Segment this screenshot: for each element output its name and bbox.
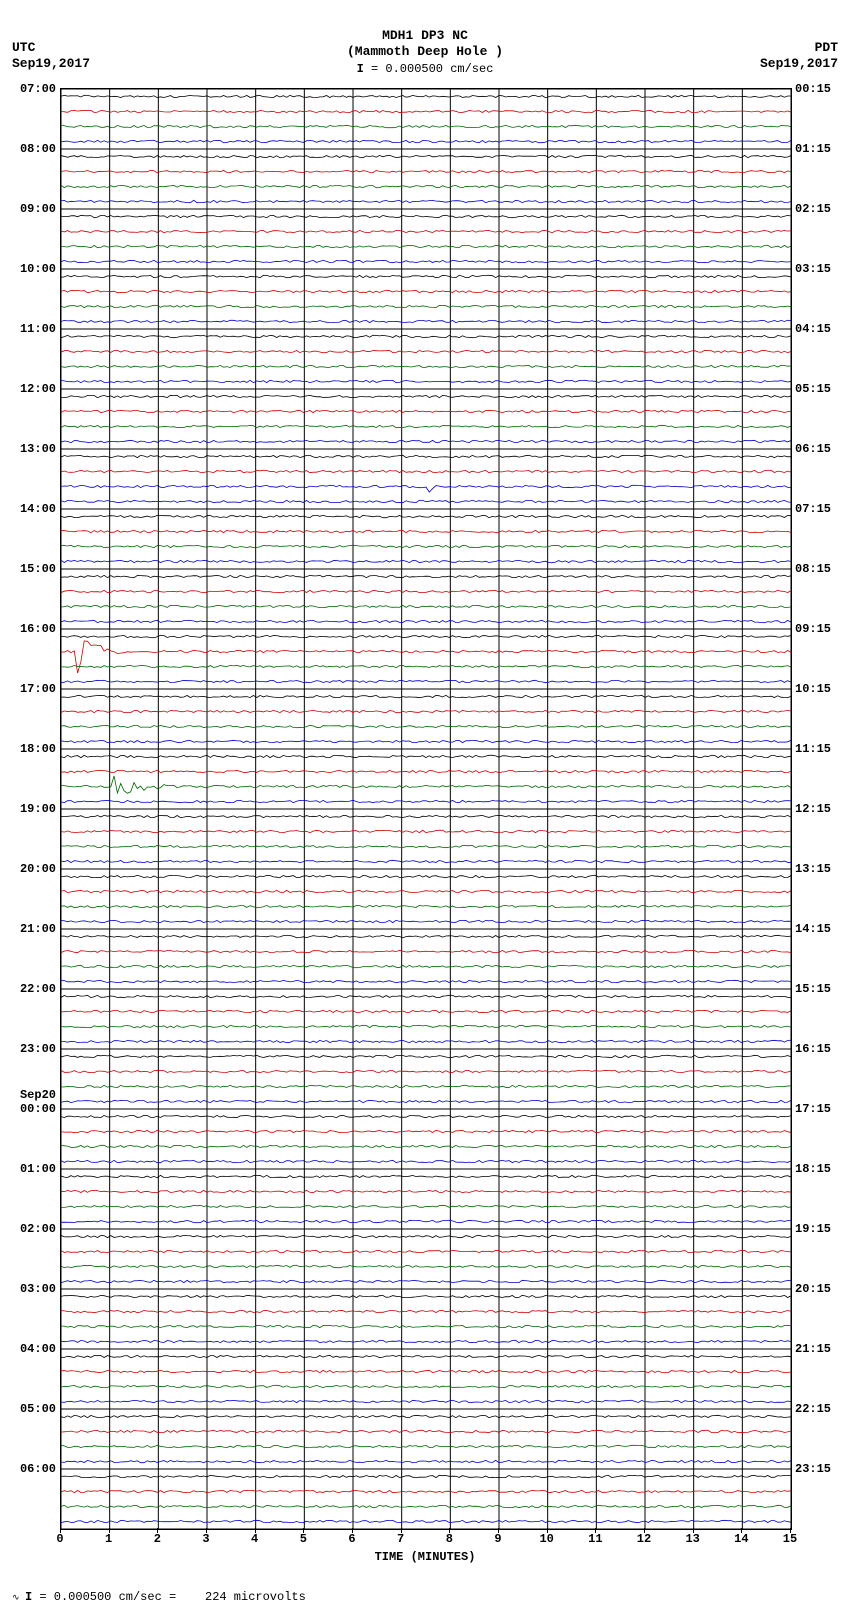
utc-hour-label: 05:00 — [6, 1402, 56, 1416]
minute-tick-label: 13 — [678, 1532, 708, 1546]
minute-tick-label: 3 — [191, 1532, 221, 1546]
minute-tick-label: 15 — [775, 1532, 805, 1546]
pdt-hour-label: 15:15 — [795, 982, 845, 996]
pdt-hour-label: 18:15 — [795, 1162, 845, 1176]
scale-bottom-label: ∿ I = 0.000500 cm/sec = 224 microvolts — [12, 1590, 306, 1604]
day-break-label: Sep20 — [6, 1088, 56, 1102]
minute-tick-label: 14 — [726, 1532, 756, 1546]
pdt-hour-label: 07:15 — [795, 502, 845, 516]
utc-hour-label: 19:00 — [6, 802, 56, 816]
pdt-hour-label: 19:15 — [795, 1222, 845, 1236]
pdt-hour-label: 12:15 — [795, 802, 845, 816]
utc-hour-label: 13:00 — [6, 442, 56, 456]
minute-tick-label: 7 — [386, 1532, 416, 1546]
utc-hour-label: 08:00 — [6, 142, 56, 156]
minute-tick — [109, 1528, 110, 1533]
timezone-right: PDT — [815, 40, 838, 55]
utc-hour-label: 23:00 — [6, 1042, 56, 1056]
minute-tick-label: 1 — [94, 1532, 124, 1546]
utc-hour-label: 07:00 — [6, 82, 56, 96]
pdt-hour-label: 03:15 — [795, 262, 845, 276]
seismogram-helicorder: MDH1 DP3 NC (Mammoth Deep Hole ) I = 0.0… — [0, 0, 850, 1613]
minute-tick — [401, 1528, 402, 1533]
station-subtitle: (Mammoth Deep Hole ) — [0, 44, 850, 59]
date-left: Sep19,2017 — [12, 56, 90, 71]
minute-tick — [303, 1528, 304, 1533]
pdt-hour-label: 09:15 — [795, 622, 845, 636]
minute-tick-label: 12 — [629, 1532, 659, 1546]
minute-tick-label: 8 — [434, 1532, 464, 1546]
utc-hour-label: 21:00 — [6, 922, 56, 936]
minute-tick — [157, 1528, 158, 1533]
pdt-hour-label: 05:15 — [795, 382, 845, 396]
minute-tick — [498, 1528, 499, 1533]
utc-hour-label: 12:00 — [6, 382, 56, 396]
utc-hour-label: 04:00 — [6, 1342, 56, 1356]
station-title: MDH1 DP3 NC — [0, 28, 850, 43]
utc-hour-label: 10:00 — [6, 262, 56, 276]
utc-hour-label: 22:00 — [6, 982, 56, 996]
pdt-hour-label: 06:15 — [795, 442, 845, 456]
minute-tick-label: 6 — [337, 1532, 367, 1546]
minute-tick — [206, 1528, 207, 1533]
utc-hour-label: 16:00 — [6, 622, 56, 636]
utc-hour-label: 03:00 — [6, 1282, 56, 1296]
utc-hour-label: 11:00 — [6, 322, 56, 336]
utc-hour-label: 01:00 — [6, 1162, 56, 1176]
utc-hour-label: 18:00 — [6, 742, 56, 756]
pdt-hour-label: 16:15 — [795, 1042, 845, 1056]
date-right: Sep19,2017 — [760, 56, 838, 71]
utc-hour-label: 02:00 — [6, 1222, 56, 1236]
pdt-hour-label: 11:15 — [795, 742, 845, 756]
minute-tick-label: 11 — [580, 1532, 610, 1546]
minute-tick-label: 10 — [532, 1532, 562, 1546]
pdt-hour-label: 08:15 — [795, 562, 845, 576]
pdt-hour-label: 10:15 — [795, 682, 845, 696]
pdt-hour-label: 01:15 — [795, 142, 845, 156]
pdt-hour-label: 14:15 — [795, 922, 845, 936]
utc-hour-label: 15:00 — [6, 562, 56, 576]
utc-hour-label: 17:00 — [6, 682, 56, 696]
x-axis-title: TIME (MINUTES) — [0, 1550, 850, 1564]
minute-tick-label: 5 — [288, 1532, 318, 1546]
minute-tick — [741, 1528, 742, 1533]
minute-tick-label: 0 — [45, 1532, 75, 1546]
timezone-left: UTC — [12, 40, 35, 55]
pdt-hour-label: 21:15 — [795, 1342, 845, 1356]
minute-tick — [255, 1528, 256, 1533]
minute-tick-label: 2 — [142, 1532, 172, 1546]
utc-hour-label: 00:00 — [6, 1102, 56, 1116]
minute-tick — [352, 1528, 353, 1533]
minute-tick — [790, 1528, 791, 1533]
minute-tick-label: 9 — [483, 1532, 513, 1546]
minute-tick — [547, 1528, 548, 1533]
pdt-hour-label: 02:15 — [795, 202, 845, 216]
utc-hour-label: 14:00 — [6, 502, 56, 516]
minute-tick — [644, 1528, 645, 1533]
minute-tick — [693, 1528, 694, 1533]
pdt-hour-label: 22:15 — [795, 1402, 845, 1416]
pdt-hour-label: 04:15 — [795, 322, 845, 336]
minute-tick-label: 4 — [240, 1532, 270, 1546]
utc-hour-label: 09:00 — [6, 202, 56, 216]
minute-tick — [449, 1528, 450, 1533]
pdt-hour-label: 17:15 — [795, 1102, 845, 1116]
helicorder-svg — [61, 89, 791, 1529]
minute-tick — [595, 1528, 596, 1533]
utc-hour-label: 06:00 — [6, 1462, 56, 1476]
pdt-hour-label: 00:15 — [795, 82, 845, 96]
pdt-hour-label: 20:15 — [795, 1282, 845, 1296]
utc-hour-label: 20:00 — [6, 862, 56, 876]
pdt-hour-label: 13:15 — [795, 862, 845, 876]
helicorder-plot — [60, 88, 792, 1530]
minute-tick — [60, 1528, 61, 1533]
scale-top-label: I = 0.000500 cm/sec — [0, 62, 850, 76]
pdt-hour-label: 23:15 — [795, 1462, 845, 1476]
